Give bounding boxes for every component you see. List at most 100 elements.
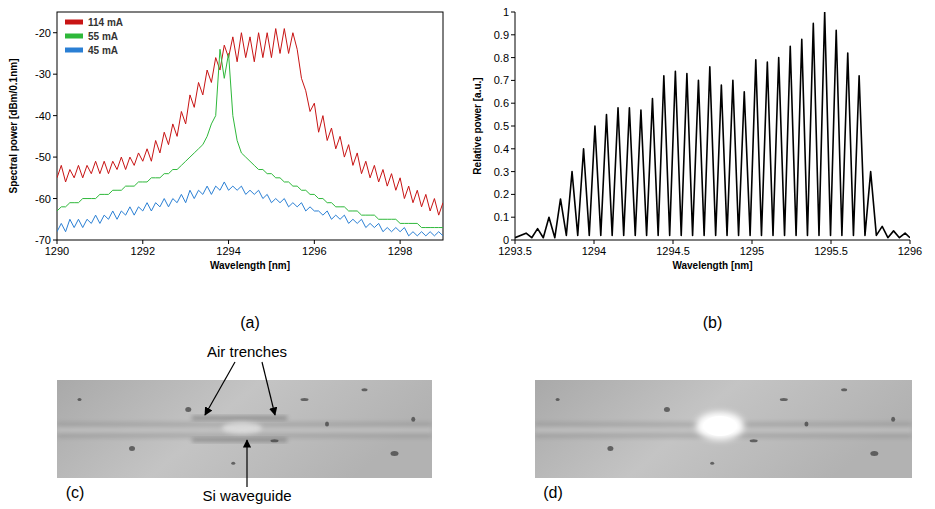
series-line xyxy=(57,182,443,236)
bright-region xyxy=(222,422,262,434)
speck xyxy=(391,451,399,456)
x-tick-label: 1294 xyxy=(582,245,606,257)
y-tick-label: 0.5 xyxy=(494,120,509,132)
x-axis-line xyxy=(515,240,910,241)
x-tick xyxy=(314,240,315,244)
y-tick-label: 0.2 xyxy=(494,188,509,200)
plot-data xyxy=(515,12,910,238)
panel-label: (b) xyxy=(703,314,723,331)
micrograph xyxy=(57,380,432,478)
y-tick xyxy=(511,240,515,241)
y-tick-label: 0.6 xyxy=(494,97,509,109)
y-tick xyxy=(53,115,57,116)
y-tick-label: 0.4 xyxy=(494,143,509,155)
y-tick-label: 0.3 xyxy=(494,166,509,178)
x-tick xyxy=(752,240,753,244)
speck xyxy=(271,439,279,442)
y-tick-label: -60 xyxy=(35,193,51,205)
y-tick-label: 0.1 xyxy=(494,211,509,223)
y-tick-label: 1 xyxy=(503,6,509,18)
x-axis-title: Wavelength [nm] xyxy=(672,260,752,271)
y-tick xyxy=(511,171,515,172)
x-tick-label: 1294.5 xyxy=(656,245,690,257)
x-tick-label: 1292 xyxy=(131,245,155,257)
y-tick-label: 0.7 xyxy=(494,74,509,86)
speck xyxy=(664,407,670,412)
panel-label: (d) xyxy=(543,484,563,501)
speck xyxy=(231,462,235,465)
annotation-arrow xyxy=(205,362,235,415)
speck xyxy=(780,398,788,401)
x-tick xyxy=(228,240,229,244)
y-tick xyxy=(511,80,515,81)
y-tick xyxy=(511,194,515,195)
y-tick-label: -70 xyxy=(35,234,51,246)
y-axis-title: Relative power [a.u.] xyxy=(472,77,483,174)
waveguide-band xyxy=(57,422,432,438)
legend-swatch xyxy=(65,48,83,53)
x-tick-label: 1295 xyxy=(740,245,764,257)
y-tick xyxy=(511,57,515,58)
series-line xyxy=(515,12,910,238)
panel-label: (a) xyxy=(240,314,260,331)
speck xyxy=(891,417,895,422)
y-axis-title: Spectral power [dBm/0.1nm] xyxy=(8,58,19,193)
emission-spot xyxy=(696,412,744,440)
y-tick xyxy=(511,12,515,13)
x-tick-label: 1298 xyxy=(388,245,412,257)
annotation: Si waveguide xyxy=(202,487,291,504)
chart: 12901292129412961298-70-60-50-40-30-20Wa… xyxy=(8,12,443,331)
y-tick xyxy=(53,32,57,33)
x-tick xyxy=(142,240,143,244)
x-tick xyxy=(57,240,58,244)
x-tick xyxy=(515,240,516,244)
figure: 12901292129412961298-70-60-50-40-30-20Wa… xyxy=(0,0,935,509)
micrograph-ground xyxy=(535,380,912,478)
y-tick xyxy=(53,74,57,75)
speck xyxy=(556,398,560,401)
x-tick xyxy=(831,240,832,244)
x-tick xyxy=(910,240,911,244)
x-tick-label: 1296 xyxy=(898,245,922,257)
annotation-arrow xyxy=(262,362,275,415)
annotation-arrow xyxy=(246,440,247,487)
y-tick-label: -50 xyxy=(35,151,51,163)
series-line xyxy=(57,49,443,227)
y-tick-label: -40 xyxy=(35,110,51,122)
micrograph-panel: (d) xyxy=(535,380,912,501)
y-tick xyxy=(53,240,57,241)
speck xyxy=(870,451,878,456)
y-tick-label: 0.8 xyxy=(494,52,509,64)
legend-label: 114 mA xyxy=(88,17,123,28)
y-tick xyxy=(53,157,57,158)
x-tick-label: 1293.5 xyxy=(498,245,532,257)
y-tick xyxy=(511,148,515,149)
y-tick xyxy=(511,217,515,218)
x-tick xyxy=(594,240,595,244)
speck xyxy=(301,398,309,401)
legend-label: 45 mA xyxy=(88,45,118,56)
y-tick xyxy=(511,103,515,104)
emission-spot-core xyxy=(703,416,737,436)
plot-frame xyxy=(57,12,443,240)
y-tick-label: 0.9 xyxy=(494,29,509,41)
y-tick xyxy=(511,126,515,127)
y-tick xyxy=(53,198,57,199)
legend-label: 55 mA xyxy=(88,31,118,42)
speck xyxy=(411,417,415,422)
legend-swatch xyxy=(65,20,83,25)
air-trench xyxy=(192,416,287,420)
speck xyxy=(362,388,368,391)
x-tick-label: 1295.5 xyxy=(814,245,848,257)
chart: 1293.512941294.512951295.5129600.10.20.3… xyxy=(472,6,923,331)
speck xyxy=(185,407,191,412)
y-tick xyxy=(511,34,515,35)
panel-label: (c) xyxy=(66,484,85,501)
x-axis-title: Wavelength [nm] xyxy=(210,260,290,271)
micrograph xyxy=(535,380,912,478)
x-tick-label: 1290 xyxy=(45,245,69,257)
x-tick xyxy=(400,240,401,244)
legend: 114 mA 55 mA 45 mA xyxy=(65,17,123,56)
micrograph-ground xyxy=(57,380,432,478)
y-tick-label: -20 xyxy=(35,27,51,39)
